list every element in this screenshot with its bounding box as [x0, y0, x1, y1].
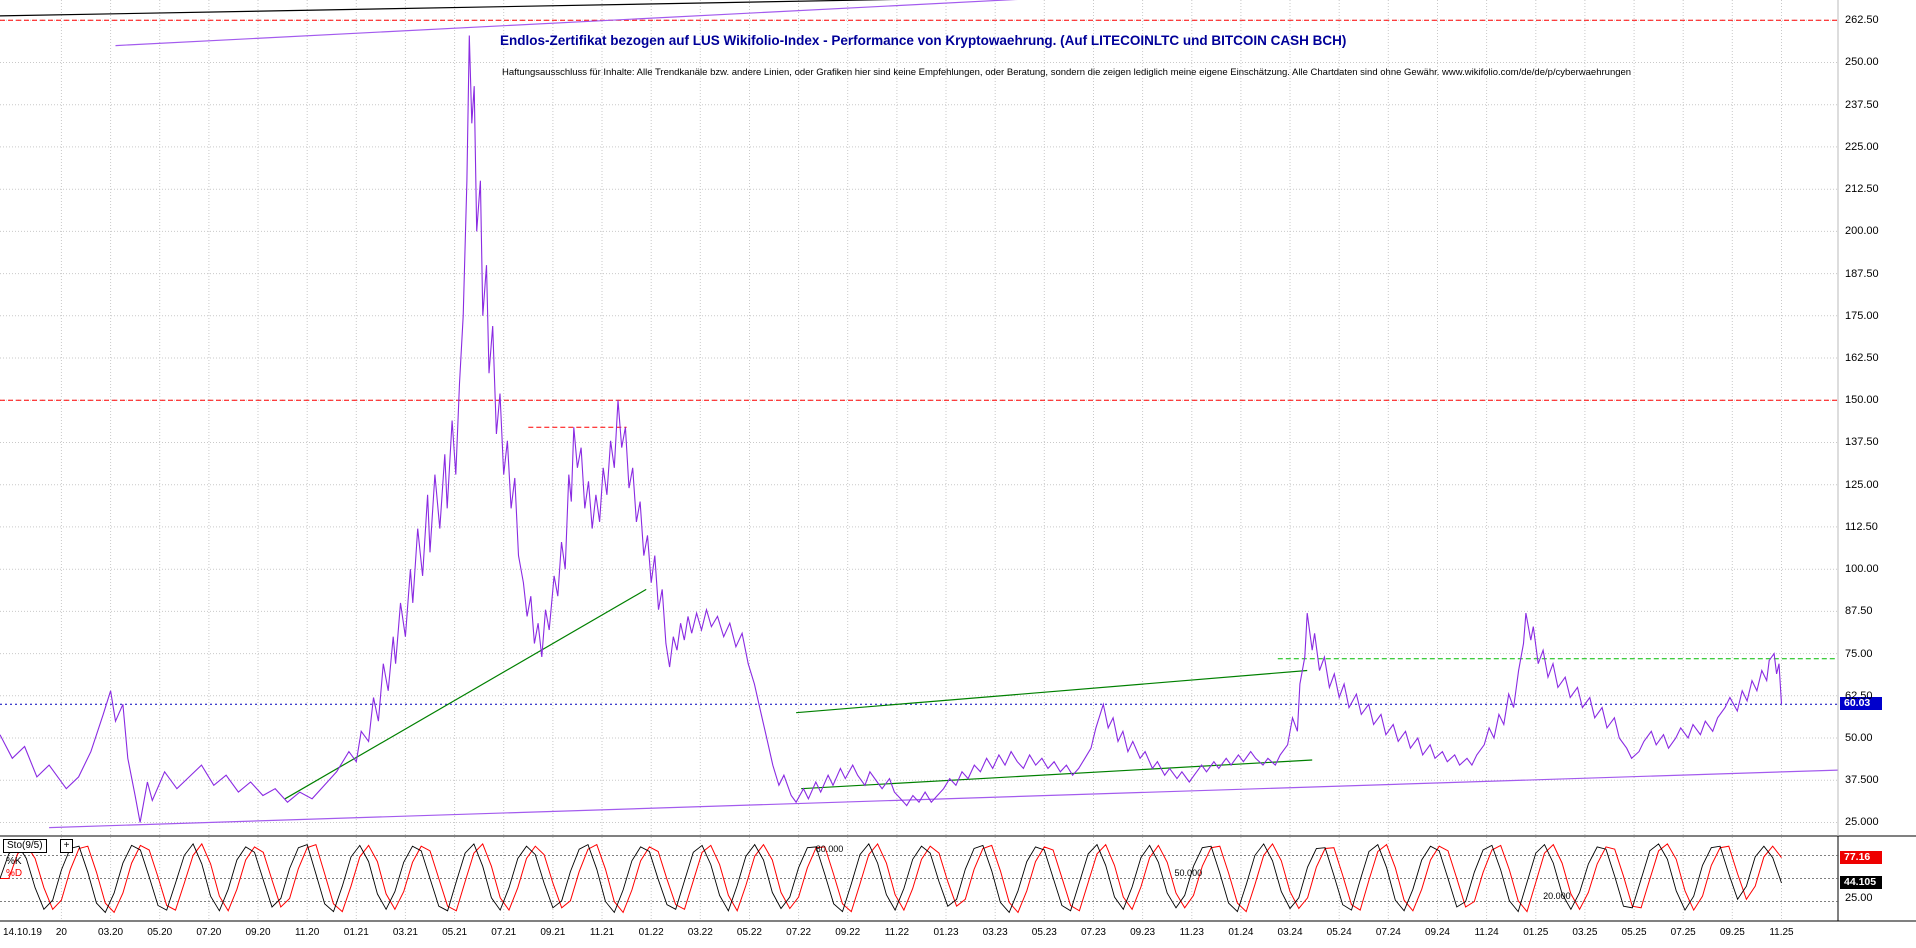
sto-level-label: 50.000: [1174, 867, 1203, 878]
x-axis-label: 09.21: [540, 927, 566, 938]
x-axis-label: 09.20: [245, 927, 271, 938]
x-axis-label: 11.21: [589, 927, 615, 938]
y-axis-label: 262.50: [1845, 14, 1879, 27]
y-axis-label: 187.50: [1845, 267, 1879, 280]
x-axis-label: 01.22: [638, 927, 664, 938]
y-axis-label: 50.00: [1845, 732, 1873, 745]
x-axis-label: 05.23: [1031, 927, 1057, 938]
x-axis-label: 09.23: [1130, 927, 1156, 938]
chart-title: Endlos-Zertifikat bezogen auf LUS Wikifo…: [500, 33, 1347, 48]
x-axis-label: 05.22: [736, 927, 762, 938]
y-axis-label: 100.00: [1845, 563, 1879, 576]
sto-d-label: %D: [6, 868, 23, 879]
x-axis-label: 11.24: [1474, 927, 1499, 938]
x-axis-label: 05.25: [1621, 927, 1647, 938]
x-axis-label: 11.22: [884, 927, 910, 938]
x-axis-label: 01.21: [343, 927, 369, 938]
x-axis-label: 07.22: [786, 927, 812, 938]
x-axis-label: 14.10.19: [3, 927, 42, 938]
chart-disclaimer: Haftungsausschluss für Inhalte: Alle Tre…: [502, 67, 1632, 78]
y-axis-label: 150.00: [1845, 394, 1879, 407]
x-axis-label: 05.24: [1326, 927, 1352, 938]
y-axis-label: 250.00: [1845, 56, 1879, 69]
x-axis-label: 09.24: [1424, 927, 1450, 938]
sto-level-label: 80.000: [815, 844, 844, 855]
x-axis-label: 01.25: [1523, 927, 1549, 938]
y-axis-label: 125.00: [1845, 478, 1879, 491]
y-axis-label: 200.00: [1845, 225, 1879, 238]
sto-expand-button[interactable]: +: [60, 839, 73, 853]
y-axis-label: 225.00: [1845, 140, 1879, 153]
y-axis-label: 75.00: [1845, 647, 1873, 660]
y-axis-label: 137.50: [1845, 436, 1879, 449]
x-axis-label: 07.20: [196, 927, 222, 938]
y-axis-label: 62.50: [1845, 689, 1873, 702]
x-axis-label: 20: [55, 927, 67, 938]
x-axis-label: 03.25: [1572, 927, 1598, 938]
x-axis-label: 01.23: [933, 927, 959, 938]
x-axis-label: 05.21: [442, 927, 468, 938]
y-axis-label: 212.50: [1845, 183, 1879, 196]
y-axis-label: 25.000: [1845, 816, 1879, 829]
x-axis-label: 11.25: [1769, 927, 1794, 938]
sto-k-badge: 44.105: [1840, 876, 1882, 890]
y-axis-label: 175.00: [1845, 309, 1879, 322]
sto-axis-label: 25.00: [1845, 891, 1873, 904]
x-axis-label: 03.21: [392, 927, 418, 938]
x-axis-label: 03.23: [982, 927, 1008, 938]
y-axis-label: 162.50: [1845, 352, 1879, 365]
y-axis-label: 112.50: [1845, 520, 1878, 533]
x-axis-label: 05.20: [147, 927, 173, 938]
x-axis-label: 09.22: [835, 927, 861, 938]
x-axis-label: 01.24: [1228, 927, 1254, 938]
y-axis-label: 37.500: [1845, 774, 1879, 787]
y-axis-label: 237.50: [1845, 98, 1879, 111]
x-axis-label: 09.25: [1719, 927, 1745, 938]
last-price-badge: 60.03: [1840, 697, 1882, 711]
y-axis-label: 87.50: [1845, 605, 1873, 618]
x-axis-label: 11.20: [294, 927, 320, 938]
x-axis-label: 07.21: [491, 927, 517, 938]
x-axis-label: 07.24: [1375, 927, 1401, 938]
x-axis-label: 07.25: [1670, 927, 1696, 938]
sto-k-label: %K: [6, 856, 22, 867]
x-axis-label: 07.23: [1080, 927, 1106, 938]
sto-d-badge: 77.16: [1840, 850, 1882, 864]
x-axis-label: 03.24: [1277, 927, 1303, 938]
sto-level-label: 20.000: [1543, 890, 1571, 901]
x-axis-label: 11.23: [1179, 927, 1204, 938]
x-axis-label: 03.22: [687, 927, 713, 938]
x-axis-label: 03.20: [98, 927, 124, 938]
sto-indicator-label[interactable]: Sto(9/5): [3, 839, 47, 853]
